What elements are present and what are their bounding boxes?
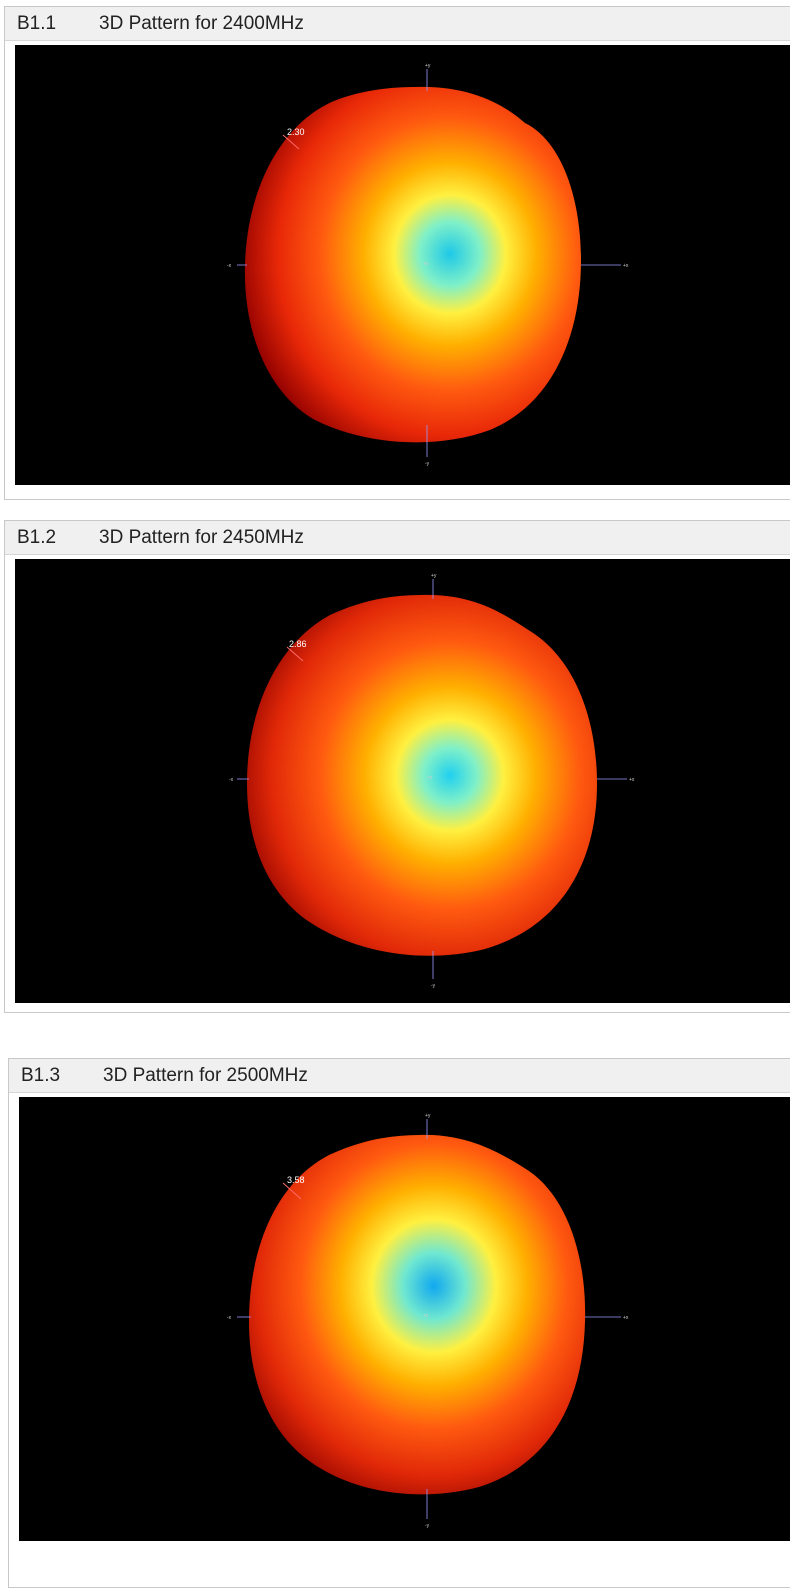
- axis-label-neg-y: -y: [425, 1523, 430, 1529]
- section-title: 3D Pattern for 2400MHz: [99, 13, 304, 34]
- peak-gain-label: 3.58: [287, 1175, 305, 1185]
- section-header: B1.2 3D Pattern for 2450MHz: [5, 521, 790, 555]
- axis-label-pos-y: +y: [425, 1113, 431, 1119]
- axis-label-pos-x: +x: [623, 263, 629, 269]
- peak-gain-label: 2.30: [287, 127, 305, 137]
- section-number: B1.3: [21, 1065, 61, 1086]
- axis-label-pos-x: +x: [623, 1315, 629, 1321]
- peak-marker: [282, 134, 300, 150]
- axis-label-neg-x: -x: [227, 263, 232, 269]
- section-header: B1.3 3D Pattern for 2500MHz: [9, 1059, 790, 1093]
- radiation-pattern-body: [247, 594, 597, 956]
- radiation-pattern-body: [249, 1134, 586, 1495]
- pattern-3d-plot: +y -y +x -x +z 2.86: [15, 559, 790, 1003]
- axis-label-neg-x: -x: [227, 1315, 232, 1321]
- axis-label-pos-y: +y: [425, 63, 431, 69]
- axis-label-pos-y: +y: [431, 573, 437, 579]
- radiation-pattern-body: [244, 86, 581, 443]
- axis-label-center: +z: [423, 1313, 429, 1319]
- peak-marker: [282, 1182, 302, 1200]
- axis-label-center: +z: [423, 261, 429, 267]
- pattern-3d-plot: +y -y +x -x +z 3.58: [19, 1097, 790, 1541]
- pattern-3d-plot: +y -y +x -x +z 2.30: [15, 45, 790, 485]
- pattern-panel-2400: B1.1 3D Pattern for 2400MHz: [4, 6, 790, 500]
- peak-gain-label: 2.86: [289, 639, 307, 649]
- pattern-panel-2450: B1.2 3D Pattern for 2450MHz: [4, 520, 790, 1013]
- section-header: B1.1 3D Pattern for 2400MHz: [5, 7, 790, 41]
- section-title: 3D Pattern for 2450MHz: [99, 527, 304, 548]
- axis-label-neg-x: -x: [229, 777, 234, 783]
- axis-label-neg-y: -y: [425, 461, 430, 467]
- axis-label-center: +z: [427, 775, 433, 781]
- section-title: 3D Pattern for 2500MHz: [103, 1065, 308, 1086]
- axis-label-neg-y: -y: [431, 983, 436, 989]
- peak-marker: [286, 646, 304, 662]
- axis-label-pos-x: +x: [629, 777, 635, 783]
- section-number: B1.1: [17, 13, 57, 34]
- section-number: B1.2: [17, 527, 57, 548]
- pattern-panel-2500: B1.3 3D Pattern for 2500MHz: [8, 1058, 790, 1588]
